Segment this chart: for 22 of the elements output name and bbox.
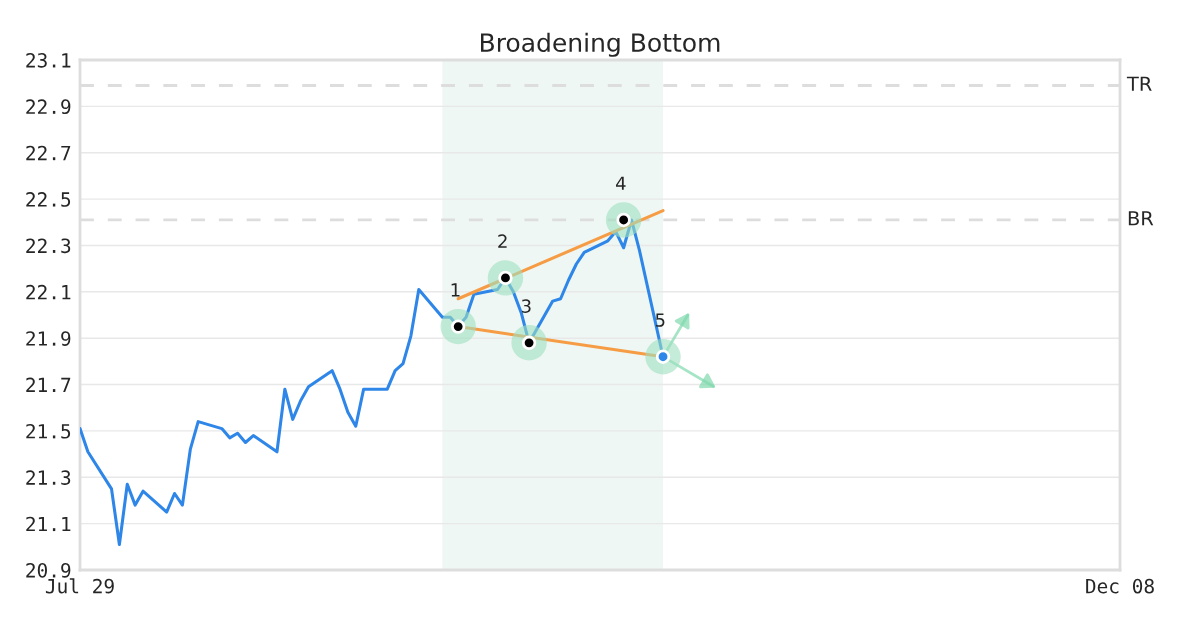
y-tick-label: 21.9 (26, 331, 71, 346)
annotation: 5 (655, 313, 665, 327)
x-tick-label: Dec 08 (1086, 578, 1154, 594)
y-tick-label: 21.3 (26, 470, 71, 485)
annotation: 2 (498, 234, 507, 248)
y-tick-label: 22.7 (26, 145, 71, 161)
y-tick-label: 22.1 (26, 284, 71, 300)
y-tick-label: 23.1 (26, 53, 71, 68)
ref-line-label: BR (1128, 211, 1154, 226)
y-tick-label: 21.5 (26, 423, 71, 439)
y-tick-label: 21.1 (26, 516, 71, 532)
y-tick-label: 22.3 (26, 238, 71, 254)
chart-title: Broadening Bottom (481, 32, 720, 57)
annotation: 1 (451, 283, 460, 297)
x-tick-label: Jul 29 (45, 578, 114, 594)
y-tick-label: 21.7 (26, 377, 71, 392)
y-tick-label: 22.5 (26, 192, 71, 207)
y-tick-label: 22.9 (26, 99, 71, 115)
ref-line-label: TR (1126, 76, 1152, 91)
annotation: 4 (616, 176, 626, 190)
y-tick-label: 20.9 (26, 563, 71, 578)
annotation: 3 (521, 299, 531, 313)
